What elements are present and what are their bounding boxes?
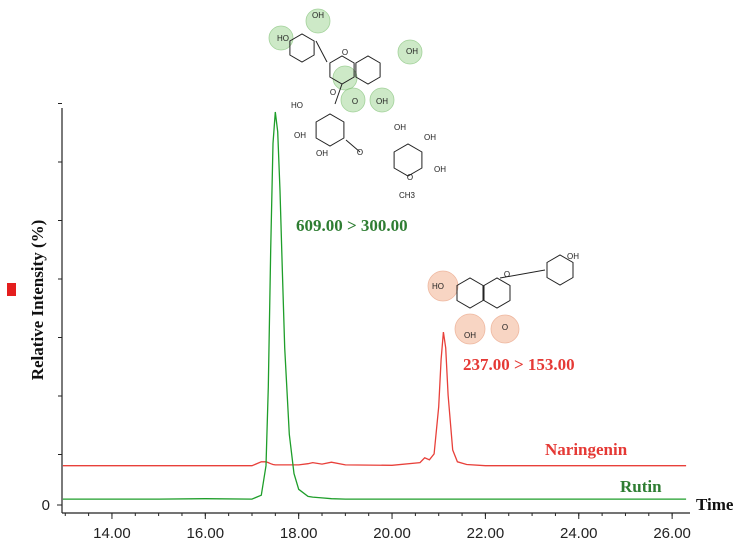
x-tick-label: 26.00 [653,525,691,542]
ring [393,143,423,177]
x-axis-label: Time [696,495,734,514]
series-label: Rutin [620,477,662,496]
atom-label: OH [316,149,328,158]
atom-label: OH [394,123,406,132]
annotation: 609.00 > 300.00 [296,216,408,235]
x-tick-label: 24.00 [560,525,598,542]
highlight [454,313,486,345]
highlight [332,65,358,91]
ring [289,33,315,63]
highlight [427,270,459,302]
x-tick-label: 18.00 [280,525,318,542]
series-line [62,111,687,500]
x-tick-label: 22.00 [467,525,505,542]
series-line [62,332,687,467]
atom-label: OH [567,252,579,261]
atom-label: O [502,323,508,332]
bond [315,40,328,63]
highlight [340,87,366,113]
x-tick-label: 14.00 [93,525,131,542]
atom-label: O [357,148,363,157]
highlight [397,39,423,65]
y-tick-label: 0 [42,497,50,514]
atom-label: O [330,88,336,97]
y-axis-label: Relative Intensity (%) [28,220,47,381]
atom-label: OH [424,133,436,142]
series-label: Naringenin [545,440,628,459]
x-tick-label: 20.00 [373,525,411,542]
highlight [369,87,395,113]
atom-label: OH [406,47,418,56]
ring [315,113,345,147]
marker-square [7,283,16,296]
highlight [305,8,331,34]
atom-label: OH [464,331,476,340]
bond [345,139,361,153]
atom-label: HO [277,34,289,43]
atom-label: OH [312,11,324,20]
ring [456,277,484,309]
atom-label: O [352,97,358,106]
highlight [268,25,294,51]
atom-label: OH [294,131,306,140]
ring [483,277,511,309]
atom-label: O [504,270,510,279]
atom-label: OH [376,97,388,106]
ring [355,55,381,85]
ring [546,254,574,286]
atom-label: CH3 [399,191,416,200]
annotation: 237.00 > 153.00 [463,355,575,374]
bond [499,269,546,279]
atom-label: O [342,48,348,57]
bond [334,83,343,105]
atom-label: OH [434,165,446,174]
highlight [490,314,520,344]
atom-label: HO [291,101,303,110]
atom-label: HO [432,282,444,291]
atom-label: O [407,173,413,182]
x-tick-label: 16.00 [187,525,225,542]
